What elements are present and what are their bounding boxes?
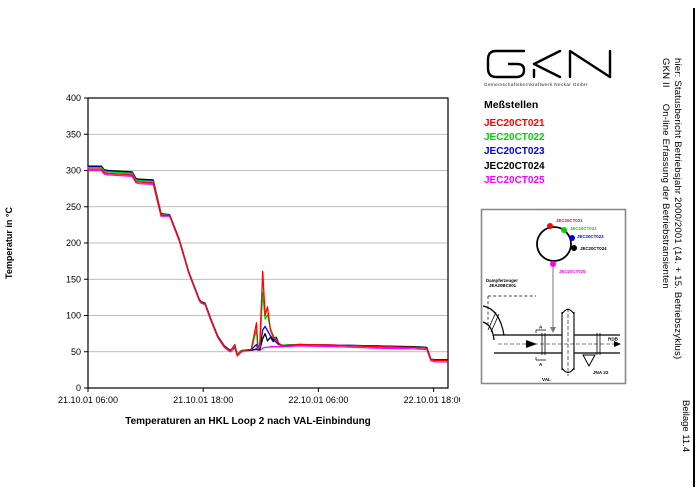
y-tick-label: 100 <box>66 311 81 321</box>
legend-item: JEC20CT023 <box>484 146 545 158</box>
jna-label: JNA 22 <box>593 370 609 375</box>
y-tick-label: 250 <box>66 202 81 212</box>
measure-label-021: JEC20CT021 <box>556 218 583 223</box>
measure-label-024: JEC20CT024 <box>580 246 607 251</box>
section-a-top-label: A <box>539 325 543 330</box>
dampferzeuger-label-line2: JEA20BC001 <box>489 283 517 288</box>
elbow-flange <box>487 311 500 333</box>
measure-point-022 <box>561 227 567 233</box>
plant-id: GKN II <box>660 58 671 88</box>
logo-subtitle: Gemeinschaftskernkraftwerk Neckar GmbH <box>484 82 588 87</box>
logo-letter-n <box>568 49 612 79</box>
measure-label-023: JEC20CT023 <box>577 234 604 239</box>
y-tick-label: 200 <box>66 238 81 248</box>
y-tick-label: 400 <box>66 93 81 103</box>
logo-letter-k <box>532 49 562 79</box>
legend-item: JEC20CT021 <box>484 118 545 129</box>
logo-letter-g <box>486 49 526 79</box>
y-tick-label: 350 <box>66 129 81 139</box>
temperature-chart: 0 50 100 150 200 250 300 350 400 21.10.01 06:00 21… <box>58 93 460 405</box>
x-tick-label: 21.10.01 06:00 <box>58 395 118 405</box>
measure-point-025 <box>550 261 556 267</box>
y-axis-label: Temperatur in °C <box>4 207 14 279</box>
section-a-bottom-mark <box>535 357 546 361</box>
x-tick-label: 22.10.01 18:00 <box>404 395 460 405</box>
val-pipe <box>561 308 575 374</box>
x-tick-label: 22.10.01 06:00 <box>288 395 348 405</box>
measure-point-023 <box>569 235 575 241</box>
legend-item: JEC20CT022 <box>484 132 545 144</box>
measure-point-024 <box>571 245 577 251</box>
chart-title: Temperaturen an HKL Loop 2 nach VAL-Einb… <box>125 416 371 427</box>
report-title: On-line Erfassung der Betriebstransiente… <box>660 103 671 289</box>
jna-valve <box>582 354 596 368</box>
section-a-top-mark <box>535 329 546 333</box>
titleblock-line1: GKN II On-line Erfassung der Betriebstran… <box>660 58 671 458</box>
titleblock-line2: hier: Statusbericht Betriebsjahr 2000/20… <box>672 58 683 360</box>
pipe-cross-section <box>536 226 572 262</box>
rdb-arrow <box>614 341 621 347</box>
x-tick-label: 21.10.01 18:00 <box>173 395 233 405</box>
measure-point-021 <box>547 223 553 229</box>
elbow-pipe <box>482 305 505 341</box>
section-a-bottom-label: A <box>539 362 543 367</box>
dampferzeuger-label-line1: Dampferzeuger <box>486 278 518 283</box>
series-line-JEC20CT023 <box>87 166 448 362</box>
piping-diagram: JEC20CT021 JEC20CT022 JEC20CT023 JEC20CT… <box>480 208 627 385</box>
horizontal-pipe <box>494 334 620 354</box>
measure-label-025: JEC20CT025 <box>559 269 586 274</box>
rdb-label: RDB <box>608 337 619 342</box>
titleblock: GKN II On-line Erfassung der Betriebstran… <box>659 58 684 458</box>
section-connector-arrow <box>550 327 556 333</box>
val-label: VAL <box>542 377 551 382</box>
y-tick-label: 0 <box>76 383 81 393</box>
y-tick-label: 50 <box>71 347 81 357</box>
y-tick-label: 300 <box>66 166 81 176</box>
series-line-JEC20CT021 <box>87 168 448 362</box>
measure-label-022: JEC20CT022 <box>570 226 597 231</box>
steam-generator-dashed-outline <box>487 295 536 326</box>
legend: JEC20CT021 JEC20CT022 JEC20CT023 JEC20CT… <box>484 117 545 188</box>
gkn-logo <box>486 49 612 79</box>
titleblock-divider-line <box>693 8 695 487</box>
beilage-number: Beilage 11.4 <box>680 400 691 453</box>
series-line-JEC20CT025 <box>87 169 448 363</box>
y-tick-label: 150 <box>66 274 81 284</box>
legend-title: Meßstellen <box>484 99 539 111</box>
legend-item: JEC20CT025 <box>484 174 545 186</box>
legend-item: JEC20CT024 <box>484 160 545 172</box>
